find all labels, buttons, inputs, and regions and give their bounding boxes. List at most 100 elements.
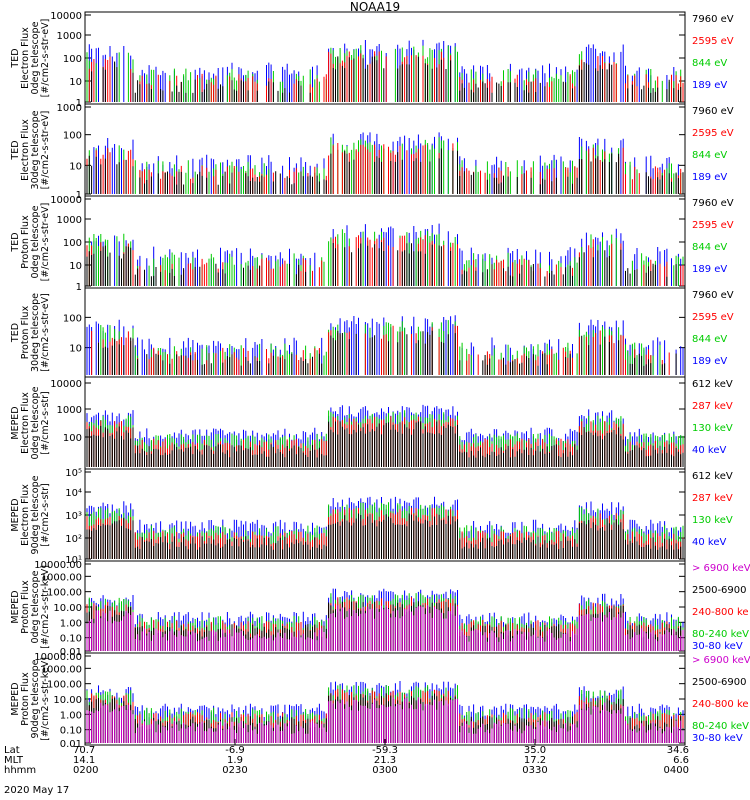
time-value: 14.1 bbox=[73, 755, 95, 766]
y-axis-label: [#/cm2-s-str-eV] bbox=[40, 111, 51, 190]
y-axis-label: Proton Flux bbox=[20, 305, 31, 359]
series-group bbox=[86, 404, 684, 467]
y-tick-label: 0.10 bbox=[60, 634, 82, 645]
y-tick-label: 100 bbox=[63, 433, 82, 444]
time-row-label: Lat bbox=[4, 745, 20, 756]
flux-series-trace bbox=[88, 137, 682, 194]
time-value: 0330 bbox=[522, 765, 547, 776]
panel-frame bbox=[84, 560, 686, 654]
y-axis-label: [#/cm2-s-str-eV] bbox=[40, 293, 51, 372]
series-group bbox=[86, 496, 684, 559]
y-axis-label: MEPED bbox=[10, 498, 21, 531]
flux-series-trace bbox=[88, 51, 684, 102]
y-tick-label: 1000 bbox=[57, 103, 82, 114]
legend-label: 2595 eV bbox=[692, 36, 734, 47]
date-label: 2020 May 17 bbox=[4, 785, 70, 796]
y-axis-label: [#/cm2-s-str] bbox=[40, 483, 51, 546]
y-tick-label: 1.00 bbox=[60, 710, 82, 721]
flux-series-trace bbox=[91, 56, 682, 102]
y-axis-label: 0deg telescope bbox=[30, 570, 41, 643]
y-tick-label: 10⁴ bbox=[65, 488, 82, 499]
y-tick-label: 0.01 bbox=[60, 647, 82, 658]
y-axis-label: 30deg telescope bbox=[30, 110, 41, 189]
flux-series-trace bbox=[91, 223, 682, 286]
y-axis-label: MEPED bbox=[10, 590, 21, 623]
panel-6: 10⁵ 10⁴ 10³ 10² 10¹ MEPED Electron Flux 90deg t… bbox=[10, 468, 733, 566]
y-axis-label: Electron Flux bbox=[20, 119, 31, 181]
panel-frame bbox=[84, 652, 686, 746]
y-tick-label: 10000.00 bbox=[34, 652, 82, 663]
y-tick-label: 10 bbox=[69, 161, 82, 172]
legend-label: 40 keV bbox=[692, 445, 726, 456]
flux-series-trace bbox=[91, 325, 670, 375]
time-value: 1.9 bbox=[227, 755, 243, 766]
time-value: 0200 bbox=[73, 765, 98, 776]
legend-label: 7960 eV bbox=[692, 106, 734, 117]
legend-label: 844 eV bbox=[692, 242, 727, 253]
y-tick-label: 1 bbox=[76, 98, 82, 109]
panel-3: 10000 1000 100 10 1 TED Proton Flux 0deg telesc… bbox=[10, 195, 734, 293]
legend-label: 612 keV bbox=[692, 379, 733, 390]
panel-frame bbox=[84, 195, 686, 289]
panel-4: 100 10 TED Proton Flux 30deg telescope [#/cm2… bbox=[10, 287, 734, 378]
legend-label: 287 keV bbox=[692, 493, 733, 504]
y-tick-label: 100.00 bbox=[47, 680, 82, 691]
y-axis-label: Proton Flux bbox=[20, 672, 31, 726]
legend-label: 7960 eV bbox=[692, 14, 734, 25]
panel-frame bbox=[84, 103, 686, 197]
legend-label: 130 keV bbox=[692, 515, 733, 526]
y-tick-label: 0.01 bbox=[60, 739, 82, 750]
y-axis-label: TED bbox=[10, 323, 21, 343]
y-axis-label: 30deg telescope bbox=[30, 293, 41, 372]
y-tick-label: 10000.00 bbox=[34, 560, 82, 571]
y-tick-label: 10000 bbox=[50, 11, 82, 22]
y-tick-label: 100 bbox=[63, 54, 82, 65]
y-axis-label: 0deg telescope bbox=[30, 205, 41, 278]
flux-series-trace bbox=[100, 320, 661, 375]
y-axis-label: TED bbox=[10, 48, 21, 68]
y-axis-label: Electron Flux bbox=[20, 484, 31, 546]
legend-label: 287 keV bbox=[692, 401, 733, 412]
panel-1: 10000 1000 100 10 1 TED Electron Flux 0deg tele… bbox=[10, 11, 734, 109]
legend-label: 2500-6900 bbox=[692, 677, 747, 688]
y-axis-label: [#/cm2-s-str-keV] bbox=[40, 565, 51, 649]
y-tick-label: 100 bbox=[63, 313, 82, 324]
legend-label: 80-240 keV bbox=[692, 629, 749, 640]
y-tick-label: 10.00 bbox=[53, 603, 82, 614]
flux-series-trace bbox=[86, 421, 684, 467]
legend-label: 7960 eV bbox=[692, 290, 734, 301]
time-value: -6.9 bbox=[225, 745, 245, 756]
y-tick-label: 1000.00 bbox=[41, 664, 82, 675]
y-tick-label: 1000 bbox=[57, 31, 82, 42]
y-tick-label: 100.00 bbox=[47, 588, 82, 599]
flux-series-trace bbox=[86, 513, 684, 559]
y-tick-label: 100 bbox=[63, 131, 82, 142]
y-tick-label: 1000.00 bbox=[41, 572, 82, 583]
legend-label: 2595 eV bbox=[692, 220, 734, 231]
y-tick-label: 10² bbox=[65, 534, 82, 545]
y-tick-label: 10¹ bbox=[65, 555, 82, 566]
panel-2: 1000 100 10 1 TED Electron Flux 30deg telescop… bbox=[10, 103, 734, 201]
legend-label: 2595 eV bbox=[692, 128, 734, 139]
time-row-label: MLT bbox=[4, 755, 24, 766]
flux-series-trace bbox=[98, 330, 677, 375]
y-tick-label: 10⁵ bbox=[65, 468, 82, 479]
time-value: 35.0 bbox=[524, 745, 546, 756]
time-value: 34.6 bbox=[667, 745, 689, 756]
time-value: 6.6 bbox=[673, 755, 689, 766]
legend-label: 189 eV bbox=[692, 264, 727, 275]
y-axis-label: [#/cm2-s-str] bbox=[40, 391, 51, 454]
series-group bbox=[86, 315, 684, 375]
legend-label: > 6900 keV bbox=[692, 655, 750, 666]
y-axis-label: [#/cm2-s-str-eV] bbox=[40, 203, 51, 282]
y-axis-label: Electron Flux bbox=[20, 27, 31, 89]
y-axis-label: TED bbox=[10, 232, 21, 252]
panel-frame bbox=[84, 376, 686, 470]
time-value: 17.2 bbox=[524, 755, 546, 766]
legend-label: 30-80 keV bbox=[692, 733, 743, 744]
legend-label: 612 keV bbox=[692, 471, 733, 482]
y-tick-label: 0.10 bbox=[60, 726, 82, 737]
series-group bbox=[86, 223, 684, 286]
flux-series-trace bbox=[86, 39, 675, 102]
